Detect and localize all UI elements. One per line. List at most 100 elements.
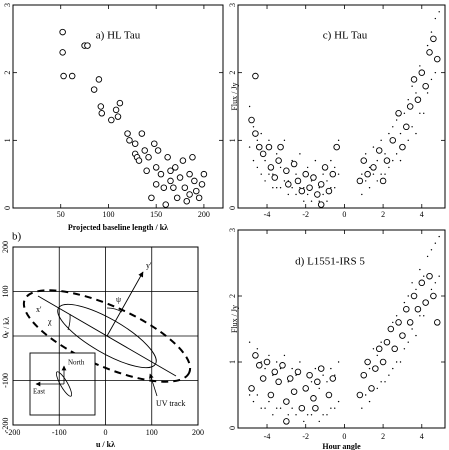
data-dot: [318, 200, 320, 202]
data-point: [383, 338, 391, 346]
y-tick-label: 2: [3, 71, 12, 75]
data-point: [321, 164, 329, 171]
chi-label: χ: [47, 317, 52, 326]
data-dot: [426, 44, 429, 47]
x-tick-label: 0: [342, 210, 346, 219]
x-tick-label: -4: [264, 210, 271, 219]
data-dot: [334, 166, 336, 169]
data-point: [286, 375, 294, 382]
data-point: [406, 319, 414, 326]
data-dot: [256, 166, 259, 169]
x-tick-label: 200: [192, 428, 204, 437]
data-point: [267, 391, 275, 399]
data-dot: [299, 187, 301, 189]
data-point: [310, 174, 317, 181]
data-point: [152, 181, 160, 188]
data-point: [364, 358, 371, 366]
data-point: [252, 72, 259, 80]
data-point: [183, 197, 190, 205]
y-axis-label: v / kλ: [2, 317, 11, 335]
panel-title: b): [12, 231, 22, 243]
x-tick-label: 2: [381, 432, 385, 441]
data-dot: [330, 159, 332, 162]
data-point: [162, 201, 169, 208]
data-dot: [283, 180, 286, 182]
data-dot: [411, 328, 413, 330]
data-point: [403, 123, 410, 131]
x-axis-label: Projected baseline length / kλ: [68, 223, 168, 232]
data-dot: [426, 255, 429, 258]
data-dot: [423, 315, 425, 317]
data-dot: [264, 180, 266, 182]
data-point: [410, 76, 418, 83]
data-point: [151, 140, 158, 147]
data-dot: [419, 65, 421, 67]
data-point: [189, 153, 196, 161]
data-point: [108, 116, 115, 124]
data-dot: [334, 187, 336, 189]
data-dot: [368, 400, 371, 403]
data-point: [375, 147, 383, 154]
data-point: [434, 55, 441, 63]
data-point: [252, 352, 259, 359]
data-point: [200, 170, 208, 178]
data-point: [181, 184, 189, 191]
data-point: [84, 42, 91, 49]
data-dot: [248, 146, 251, 148]
uv-diagram: [22, 271, 192, 416]
data-point: [360, 371, 367, 379]
data-point: [356, 177, 364, 185]
data-point: [317, 365, 325, 372]
data-point: [138, 130, 146, 137]
data-dot: [334, 407, 336, 409]
y-tick-label: -100: [1, 373, 10, 388]
data-point: [271, 368, 279, 376]
data-dot: [419, 315, 421, 317]
data-dot: [272, 187, 274, 189]
data-point: [271, 174, 279, 181]
data-point: [285, 181, 292, 188]
data-point: [368, 385, 375, 392]
data-point: [383, 157, 391, 164]
data-dot: [434, 242, 437, 244]
data-dot: [260, 132, 262, 135]
data-dot: [275, 187, 278, 189]
data-point: [256, 362, 263, 369]
y-axis-label: Flux / Jy: [230, 305, 239, 333]
data-point: [59, 28, 66, 36]
data-dot: [279, 166, 282, 169]
data-dot: [260, 407, 262, 409]
y-tick-label: 0: [228, 426, 237, 430]
y-tick-label: 0: [228, 206, 237, 210]
data-dot: [438, 235, 440, 238]
y-tick-label: 3: [228, 228, 237, 232]
x-tick-label: 200: [198, 210, 210, 219]
data-dot: [372, 173, 375, 175]
data-point: [95, 76, 103, 83]
data-dot: [287, 414, 289, 416]
east-label: East: [33, 388, 45, 396]
data-dot: [392, 159, 394, 162]
data-dot: [419, 268, 421, 271]
data-dot: [407, 295, 409, 297]
data-dot: [411, 126, 413, 128]
data-point: [414, 96, 422, 103]
data-point: [195, 194, 203, 202]
data-point: [148, 194, 155, 202]
data-dot: [291, 407, 293, 409]
data-point: [356, 391, 364, 399]
data-dot: [376, 387, 378, 390]
data-dot: [337, 173, 340, 175]
data-dot: [330, 407, 332, 409]
data-dot: [403, 348, 406, 350]
data-dot: [434, 71, 437, 74]
data-dot: [326, 414, 328, 416]
data-dot: [395, 119, 398, 121]
x-tick-label: 4: [420, 210, 424, 219]
data-point: [186, 191, 193, 198]
data-dot: [337, 361, 340, 363]
data-dot: [372, 146, 375, 148]
data-point: [167, 167, 174, 175]
data-point: [302, 385, 309, 392]
data-dot: [434, 282, 437, 284]
